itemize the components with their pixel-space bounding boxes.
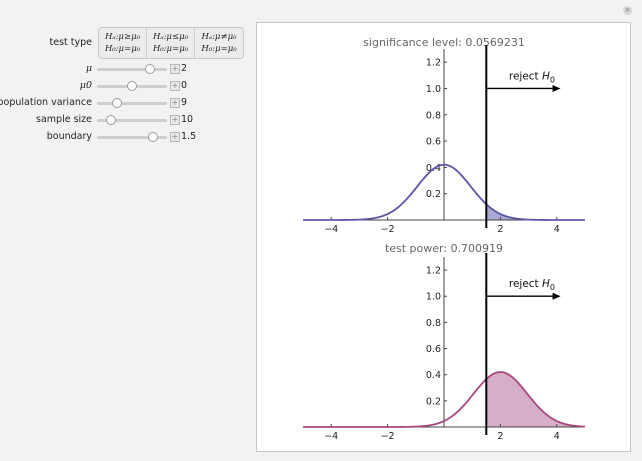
- option-line: Hₐ:μ≠μ₀: [201, 32, 237, 42]
- boundary-plus-icon[interactable]: +: [170, 132, 180, 142]
- top-reject-h: H: [542, 70, 550, 82]
- bottom-x-tick-label: 2: [497, 431, 503, 442]
- mu0-value: 0: [181, 80, 188, 91]
- option-line: H₀:μ=μ₀: [104, 44, 141, 54]
- mu0-label-text: μ0: [79, 80, 92, 91]
- mu0-plus-icon[interactable]: +: [170, 81, 180, 91]
- bottom-y-tick-label: 0.6: [426, 344, 441, 355]
- mu0-slider[interactable]: [97, 81, 167, 91]
- top-plot-title: significance level: 0.0569231: [363, 36, 525, 49]
- variance-value: 9: [181, 97, 188, 108]
- test-type-label: test type: [49, 37, 93, 48]
- slider-thumb[interactable]: [106, 115, 116, 125]
- option-line: H₀:μ=μ₀: [201, 44, 237, 54]
- slider-thumb[interactable]: [144, 64, 155, 74]
- mu-label-text: μ: [85, 63, 92, 74]
- top-reject-h-subscript: 0: [550, 75, 555, 84]
- variance-label: population variance: [0, 97, 92, 108]
- top-x-tick-label: 4: [554, 224, 560, 235]
- variance-plus-icon[interactable]: +: [170, 98, 180, 108]
- sample-size-value: 10: [181, 114, 194, 125]
- test-type-option-less[interactable]: Hₐ:μ≤μ₀ H₀:μ=μ₀: [147, 28, 195, 58]
- bottom-x-tick-label: −2: [381, 431, 395, 442]
- test-type-setter[interactable]: Hₐ:μ≥μ₀ H₀:μ=μ₀ Hₐ:μ≤μ₀ H₀:μ=μ₀ Hₐ:μ≠μ₀ …: [98, 27, 244, 59]
- bottom-y-tick-label: 0.8: [426, 318, 441, 329]
- distribution-plots: significance level: 0.0569231 −4 −2 2 4 0.2 0.…: [303, 36, 586, 442]
- sample-size-plus-icon[interactable]: +: [170, 115, 180, 125]
- bottom-plot-title: test power: 0.700919: [385, 242, 503, 255]
- top-density-curve: [303, 163, 585, 221]
- close-button[interactable]: ×: [623, 6, 632, 15]
- sample-size-label: sample size: [36, 114, 92, 125]
- bottom-y-tick-label: 1.0: [426, 292, 441, 303]
- top-y-tick-label: 0.8: [426, 110, 441, 121]
- bottom-rejection-area: [486, 372, 585, 427]
- slider-track: [97, 68, 167, 71]
- top-y-tick-label: 1.0: [426, 84, 441, 95]
- top-reject-arrowhead: [552, 84, 561, 92]
- top-x-tick-label: −2: [381, 224, 395, 235]
- mu-label: μ: [86, 63, 92, 74]
- mu-value: 2: [181, 63, 188, 74]
- top-x-tick-label: −4: [324, 224, 338, 235]
- test-type-option-greater[interactable]: Hₐ:μ≥μ₀ H₀:μ=μ₀: [99, 28, 147, 58]
- slider-track: [97, 136, 167, 139]
- test-type-option-notequal[interactable]: Hₐ:μ≠μ₀ H₀:μ=μ₀: [195, 28, 243, 58]
- bottom-reject-h-subscript: 0: [550, 283, 555, 292]
- slider-track: [97, 102, 167, 105]
- bottom-reject-h: H: [542, 278, 550, 290]
- option-line: Hₐ:μ≤μ₀: [152, 32, 189, 42]
- top-x-tick-label: 2: [497, 224, 503, 235]
- top-y-tick-label: 0.6: [426, 137, 441, 148]
- option-line: Hₐ:μ≥μ₀: [104, 32, 141, 42]
- control-panel: test type Hₐ:μ≥μ₀ H₀:μ=μ₀ Hₐ:μ≤μ₀ H₀:μ=μ…: [0, 0, 250, 461]
- boundary-value: 1.5: [181, 131, 197, 142]
- bottom-density-curve: [303, 371, 586, 428]
- boundary-slider[interactable]: [97, 132, 167, 142]
- bottom-reject-label: reject H0: [509, 278, 555, 292]
- mu-plus-icon[interactable]: +: [170, 64, 180, 74]
- bottom-y-tick-label: 1.2: [426, 266, 441, 277]
- slider-thumb[interactable]: [148, 132, 158, 142]
- slider-thumb[interactable]: [127, 81, 137, 91]
- boundary-label: boundary: [46, 131, 92, 142]
- mu0-label: μ0: [80, 80, 92, 91]
- bottom-x-tick-label: −4: [324, 431, 338, 442]
- top-reject-label: reject H0: [509, 70, 555, 84]
- top-rejection-area: [486, 204, 585, 220]
- sample-size-slider[interactable]: [97, 115, 167, 125]
- slider-thumb[interactable]: [111, 98, 122, 108]
- plot-panel: significance level: 0.0569231 −4 −2 2 4 0.2 0.…: [256, 22, 631, 452]
- bottom-y-tick-label: 0.4: [426, 370, 441, 381]
- mu-slider[interactable]: [97, 64, 167, 74]
- variance-slider[interactable]: [97, 98, 167, 108]
- option-line: H₀:μ=μ₀: [152, 44, 189, 54]
- bottom-y-tick-label: 0.2: [426, 396, 441, 407]
- bottom-x-tick-label: 4: [554, 431, 560, 442]
- top-y-tick-label: 1.2: [426, 58, 441, 69]
- bottom-reject-arrowhead: [552, 292, 561, 300]
- top-y-tick-label: 0.2: [426, 189, 441, 200]
- slider-track: [97, 119, 167, 122]
